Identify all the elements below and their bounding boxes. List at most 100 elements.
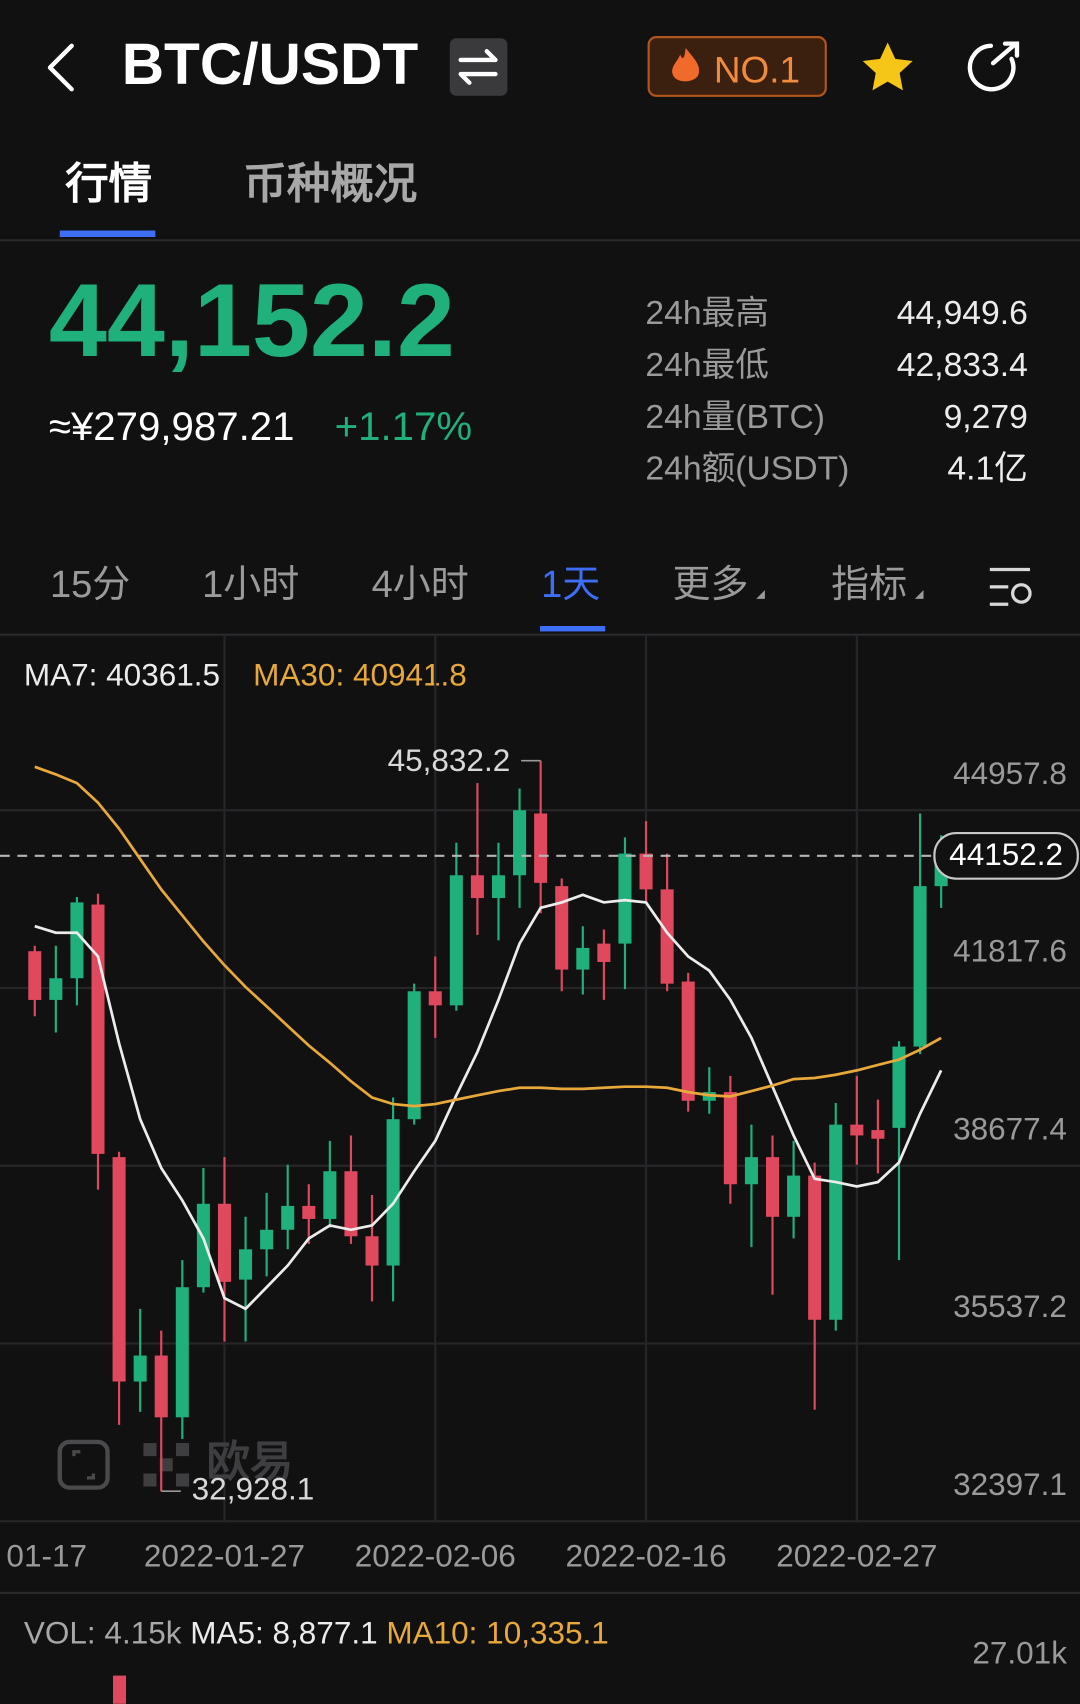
badge-text: NO.1 — [714, 50, 800, 91]
candle-body — [281, 1205, 295, 1230]
stat-value: 9,279 — [944, 399, 1028, 436]
watermark-text: 欧易 — [206, 1438, 293, 1486]
candle-body — [491, 875, 506, 899]
watermark: 欧易 — [57, 1438, 293, 1490]
stat-value: 42,833.4 — [897, 347, 1028, 384]
tab[interactable]: 币种概况 — [243, 161, 417, 209]
timeframe-indicator — [540, 626, 606, 632]
candle-body — [470, 875, 484, 899]
vol-ma5: MA5: 8,877.1 — [190, 1615, 377, 1651]
y-tick-label: 35537.2 — [953, 1288, 1067, 1324]
timeframe-active[interactable]: 1天 — [541, 564, 600, 606]
y-tick-label: 38677.4 — [953, 1110, 1067, 1146]
last-price-label: 44152.2 — [949, 836, 1063, 872]
tab-indicator — [59, 230, 156, 238]
share-button[interactable] — [967, 41, 1020, 92]
stat-label: 24h量(BTC) — [645, 399, 825, 436]
symbol: BTC/USDT — [122, 32, 419, 97]
volume-bar-partial — [112, 1675, 127, 1704]
chart-settings[interactable] — [989, 567, 1032, 606]
candle-body — [217, 1203, 231, 1282]
favorite-star[interactable] — [862, 42, 913, 91]
ma30-legend: MA30: 40941.8 — [253, 656, 467, 692]
candle-body — [765, 1157, 780, 1217]
candle-body — [175, 1287, 189, 1418]
timeframe[interactable]: 1小时 — [202, 564, 299, 606]
candle-body — [744, 1157, 758, 1185]
candle-body — [386, 1119, 400, 1266]
candle-body — [871, 1130, 885, 1139]
stat-value: 4.1亿 — [947, 450, 1027, 488]
candle-body — [597, 943, 611, 962]
last-price-tag — [933, 831, 1079, 880]
ma-line — [34, 893, 943, 1311]
y-tick-label: 41817.6 — [953, 933, 1067, 969]
candle-body — [365, 1236, 379, 1266]
candle-body — [576, 947, 590, 970]
chart-overlay: 32397.1 35537.2 38677.4 41817.6 44957.8 01-17… — [0, 742, 1079, 1574]
candle-body — [28, 951, 42, 1000]
candle-body — [513, 810, 527, 876]
candle-body — [428, 991, 442, 1006]
rank-badge[interactable]: NO.1 — [647, 36, 827, 97]
vol-ma10: MA10: 10,335.1 — [386, 1615, 608, 1651]
candle-body — [344, 1171, 358, 1237]
candle-body — [850, 1124, 864, 1136]
timeframe-bar: 15分 1小时 4小时 1天 更多 指标 — [50, 564, 1032, 632]
ma7-legend: MA7: 40361.5 — [24, 656, 220, 692]
back-button[interactable] — [47, 43, 74, 92]
candle-body — [407, 991, 421, 1120]
candle-body — [787, 1175, 801, 1217]
indicator-menu[interactable]: 指标 — [831, 564, 907, 606]
candle-body — [639, 853, 653, 890]
candle-body — [913, 886, 927, 1047]
volume-axis-label: 27.01k — [972, 1634, 1067, 1670]
candle-body — [196, 1203, 210, 1288]
candle-body — [302, 1205, 316, 1219]
dropdown-caret — [914, 590, 924, 599]
stat-label: 24h最低 — [645, 347, 769, 384]
y-tick-label: 32397.1 — [953, 1466, 1067, 1502]
candle-body — [829, 1124, 843, 1320]
stat-label: 24h最高 — [645, 294, 769, 332]
candle-body — [534, 813, 548, 883]
stats: 24h最高 44,949.6 24h最低 42,833.4 24h量(BTC) 9,279… — [645, 294, 1027, 487]
candle-body — [154, 1355, 168, 1418]
change-percent: +1.17% — [335, 404, 472, 449]
candle-body — [660, 889, 674, 984]
candle-body — [112, 1157, 126, 1382]
dropdown-caret — [756, 590, 765, 599]
candle-body — [239, 1249, 253, 1280]
x-tick-label: 2022-02-06 — [355, 1538, 516, 1574]
last-price: 44,152.2 — [49, 263, 455, 379]
candle-body — [449, 875, 463, 1006]
cny-price: ≈¥279,987.21 — [49, 404, 295, 449]
x-tick-label: 2022-02-27 — [776, 1538, 937, 1574]
max-label: 45,832.2 — [388, 742, 511, 778]
swap-button[interactable] — [449, 38, 508, 96]
timeframe[interactable]: 4小时 — [372, 564, 469, 606]
candle-body — [808, 1175, 822, 1320]
candle-body — [70, 902, 84, 979]
timeframe-more[interactable]: 更多 — [673, 564, 749, 606]
candle-body — [618, 853, 632, 944]
timeframe[interactable]: 15分 — [50, 564, 130, 606]
volume-legend: VOL: 4.15k MA5: 8,877.1 MA10: 10,335.1 — [24, 1615, 609, 1651]
candle-body — [723, 1092, 737, 1185]
candle-body — [555, 886, 569, 970]
x-tick-label: 2022-01-27 — [144, 1538, 305, 1574]
vol-label: VOL: 4.15k — [24, 1615, 182, 1651]
stat-value: 44,949.6 — [897, 295, 1028, 332]
tab[interactable]: 行情 — [65, 161, 152, 209]
candle-body — [91, 904, 105, 1154]
candle-body — [133, 1355, 147, 1382]
stat-label: 24h额(USDT) — [645, 450, 849, 488]
candle-body — [323, 1171, 337, 1219]
ma-line — [34, 765, 942, 1108]
y-tick-label: 44957.8 — [953, 755, 1067, 791]
x-tick-label: 2022-02-16 — [565, 1538, 726, 1574]
candle-body — [681, 981, 695, 1101]
